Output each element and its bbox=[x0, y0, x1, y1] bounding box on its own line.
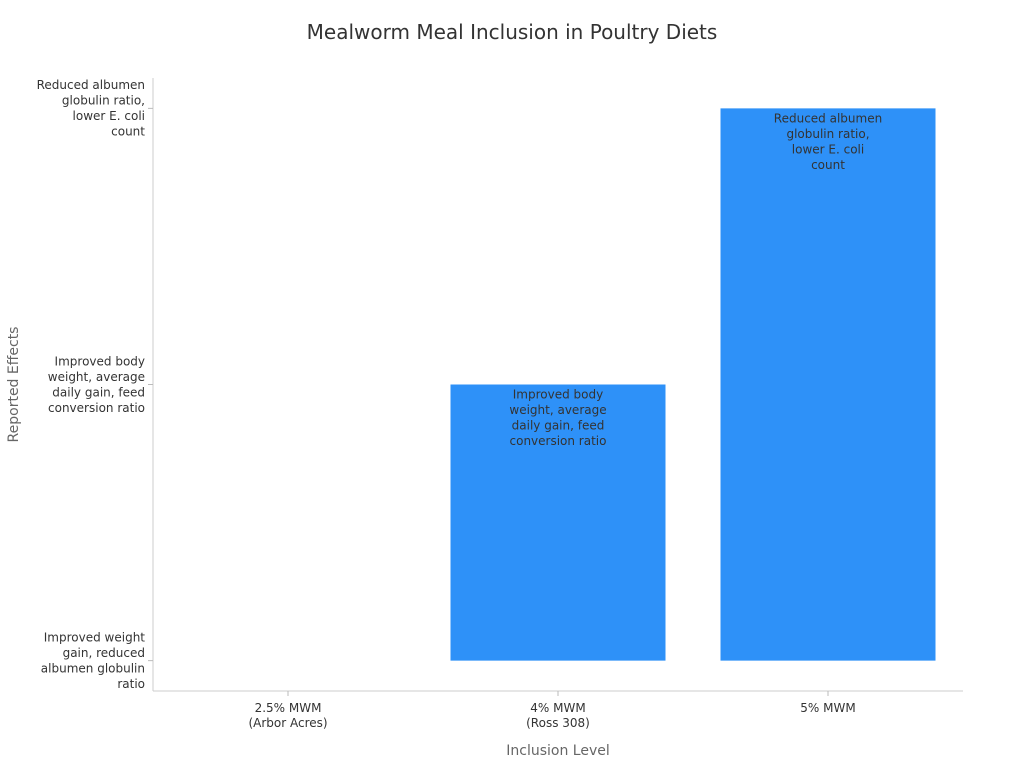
y-tick-label-1: Improved weight gain, reduced albumen glob… bbox=[41, 630, 145, 691]
x-tick-label-1: 2.5% MWM (Arbor Acres) bbox=[248, 701, 327, 730]
x-tick-label-2: 4% MWM (Ross 308) bbox=[526, 701, 590, 730]
y-tick-label-3: Reduced albumen globulin ratio, lower E. c… bbox=[37, 78, 146, 139]
bar-2 bbox=[450, 384, 666, 661]
bar-label-3: Reduced albumen globulin ratio, lower E. c… bbox=[774, 111, 882, 172]
x-axis-title: Inclusion Level bbox=[506, 743, 610, 759]
y-tick-label-2: Improved body weight, average daily gain, … bbox=[48, 354, 145, 415]
bar-label-2: Improved body weight, average daily gain, … bbox=[509, 388, 606, 449]
y-axis-title: Reported Effects bbox=[6, 327, 22, 443]
x-tick-label-3: 5% MWM bbox=[800, 701, 855, 715]
bar-3 bbox=[720, 108, 936, 661]
chart-title: Mealworm Meal Inclusion in Poultry Diets bbox=[306, 20, 718, 44]
